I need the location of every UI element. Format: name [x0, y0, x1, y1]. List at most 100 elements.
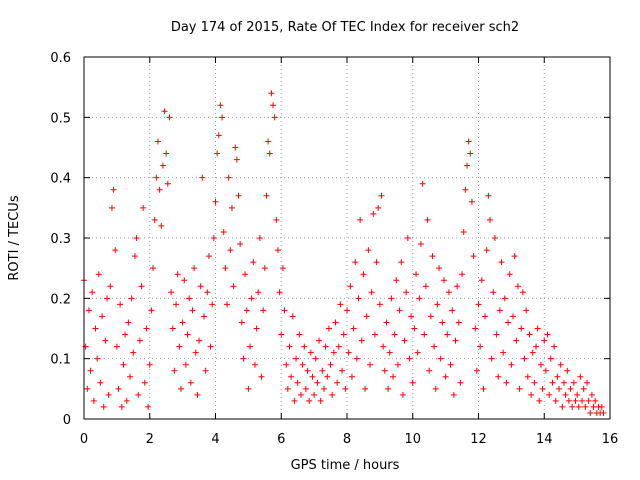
data-point	[306, 397, 313, 404]
data-point	[370, 210, 377, 217]
y-tick-label: 0.5	[50, 111, 71, 126]
data-point	[296, 331, 303, 338]
data-point	[311, 391, 318, 398]
data-point	[371, 331, 378, 338]
data-point	[136, 337, 143, 344]
data-point	[164, 180, 171, 187]
data-point	[363, 313, 370, 320]
data-point	[145, 403, 152, 410]
data-point	[531, 379, 538, 386]
data-point	[475, 301, 482, 308]
data-point	[266, 150, 273, 157]
data-point	[500, 349, 507, 356]
data-point	[577, 373, 584, 380]
data-point	[353, 355, 360, 362]
data-point	[274, 247, 281, 254]
data-point	[565, 397, 572, 404]
data-point	[521, 355, 528, 362]
data-point	[429, 253, 436, 260]
data-point	[294, 379, 301, 386]
data-point	[598, 403, 605, 410]
data-point	[309, 373, 316, 380]
data-point	[569, 403, 576, 410]
data-point	[496, 307, 503, 314]
data-point	[209, 301, 216, 308]
data-point	[332, 319, 339, 326]
data-point	[498, 259, 505, 266]
data-point	[227, 247, 234, 254]
data-point	[399, 391, 406, 398]
data-point	[417, 241, 424, 248]
data-point	[181, 277, 188, 284]
x-axis-label: GPS time / hours	[291, 458, 400, 473]
data-point	[547, 355, 554, 362]
data-point	[342, 385, 349, 392]
data-point	[177, 385, 184, 392]
y-tick-label: 0.6	[50, 51, 71, 66]
data-point	[404, 235, 411, 241]
data-point	[491, 235, 498, 241]
data-point	[437, 355, 444, 362]
data-point	[518, 325, 525, 332]
data-point	[460, 228, 467, 235]
data-point	[95, 271, 102, 278]
data-point	[85, 307, 92, 314]
data-point	[358, 337, 365, 344]
data-point	[468, 198, 475, 205]
data-point	[200, 313, 207, 320]
data-point	[217, 102, 224, 109]
y-tick-label: 0.3	[50, 232, 71, 247]
data-point	[511, 253, 518, 260]
data-point	[278, 331, 285, 338]
x-tick-label: 0	[80, 432, 88, 447]
data-point	[572, 397, 579, 404]
data-point	[546, 391, 553, 398]
data-point	[551, 343, 558, 350]
data-point	[245, 385, 252, 392]
data-point	[293, 355, 300, 362]
data-point	[214, 150, 221, 157]
data-point	[276, 289, 283, 296]
data-point	[230, 283, 237, 290]
data-point	[355, 295, 362, 302]
data-point	[330, 349, 337, 356]
data-point	[255, 289, 262, 296]
data-point	[256, 235, 263, 241]
data-point	[539, 385, 546, 392]
data-point	[204, 289, 211, 296]
data-point	[431, 343, 438, 350]
data-point	[529, 349, 536, 356]
data-point	[357, 216, 364, 223]
data-point	[560, 379, 567, 386]
data-point	[588, 391, 595, 398]
data-point	[557, 361, 564, 368]
data-point	[536, 397, 543, 404]
data-point	[455, 319, 462, 326]
data-point	[237, 241, 244, 248]
data-point	[150, 265, 157, 272]
data-point	[375, 204, 382, 211]
data-point	[176, 343, 183, 350]
data-point	[283, 361, 290, 368]
data-point	[514, 283, 521, 290]
data-point	[253, 325, 260, 332]
data-point	[210, 235, 217, 241]
data-point	[235, 192, 242, 199]
data-point	[151, 216, 158, 223]
data-point	[574, 391, 581, 398]
data-point	[238, 319, 245, 326]
data-point	[513, 337, 520, 344]
data-point	[463, 162, 470, 169]
data-point	[488, 355, 495, 362]
data-point	[380, 343, 387, 350]
data-point	[329, 391, 336, 398]
data-point	[434, 301, 441, 308]
data-point	[477, 343, 484, 350]
data-point	[284, 385, 291, 392]
data-point	[549, 379, 556, 386]
data-point	[465, 138, 472, 145]
data-point	[247, 343, 254, 350]
data-point	[192, 349, 199, 356]
data-point	[442, 373, 449, 380]
